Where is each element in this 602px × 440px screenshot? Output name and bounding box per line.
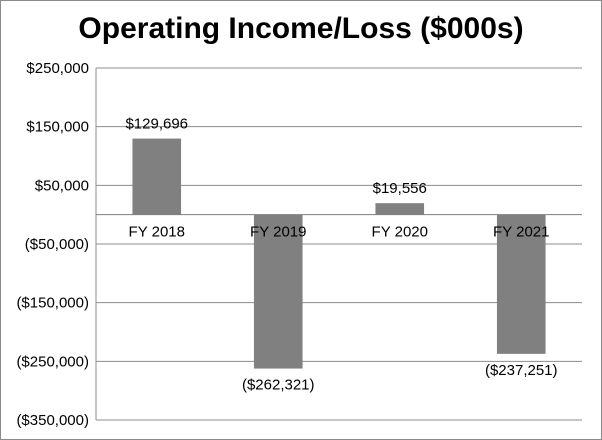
- data-label: $19,556: [373, 180, 427, 197]
- y-tick-label: $50,000: [35, 177, 89, 194]
- data-label: ($262,321): [242, 377, 315, 394]
- x-tick-label: FY 2019: [250, 224, 306, 241]
- data-label: $129,696: [125, 116, 188, 133]
- y-tick-label: $250,000: [26, 60, 89, 77]
- y-tick-label: ($350,000): [16, 412, 89, 429]
- x-tick-label: FY 2020: [372, 224, 428, 241]
- y-tick-label: $150,000: [26, 119, 89, 136]
- bar-fy-2020: [375, 203, 425, 215]
- bar-fy-2019: [253, 214, 303, 369]
- bar-fy-2021: [496, 214, 546, 354]
- y-tick-label: ($150,000): [16, 295, 89, 312]
- x-tick-label: FY 2018: [129, 224, 185, 241]
- y-tick-label: ($50,000): [25, 236, 89, 253]
- y-tick-label: ($250,000): [16, 353, 89, 370]
- x-tick-label: FY 2021: [493, 224, 549, 241]
- bar-fy-2018: [132, 138, 182, 215]
- chart-title: Operating Income/Loss ($000s): [78, 12, 524, 45]
- data-label: ($237,251): [485, 362, 558, 379]
